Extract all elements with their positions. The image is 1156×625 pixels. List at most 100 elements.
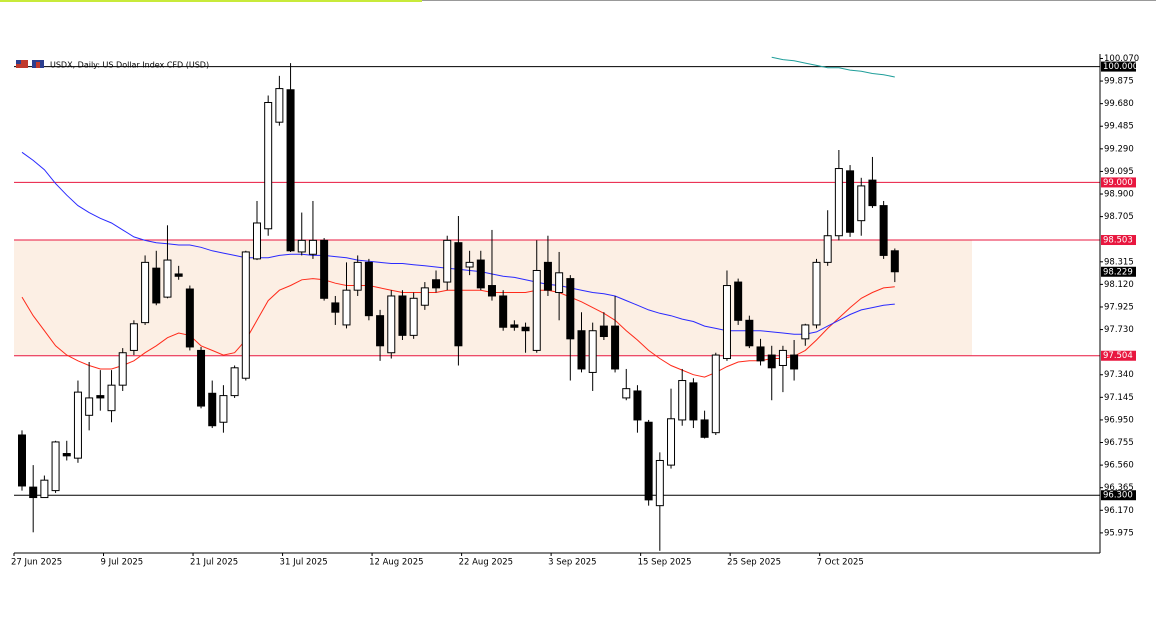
candle-body xyxy=(689,382,698,421)
y-tick-label: 99.290 xyxy=(1104,144,1134,154)
candle-body xyxy=(29,486,38,499)
candle-body xyxy=(499,295,508,328)
candle-body xyxy=(532,269,541,351)
y-tick-label: 100.070 xyxy=(1104,54,1139,64)
y-tick-label: 98.705 xyxy=(1104,212,1134,222)
candle-body xyxy=(711,354,720,434)
y-tick-label: 98.120 xyxy=(1104,280,1134,290)
y-tick-label: 96.755 xyxy=(1104,438,1134,448)
y-tick-label: 98.315 xyxy=(1104,257,1134,267)
y-tick-label: 99.875 xyxy=(1104,77,1134,87)
candle-body xyxy=(264,101,273,230)
candle-body xyxy=(73,391,82,459)
candle-body xyxy=(812,261,821,326)
level-label-box xyxy=(1101,177,1136,188)
candle-body xyxy=(398,295,407,336)
y-tick-label: 97.145 xyxy=(1104,393,1134,403)
candle-body xyxy=(353,261,362,291)
x-tick-label: 7 Oct 2025 xyxy=(817,558,864,568)
y-tick-label: 96.560 xyxy=(1104,461,1134,471)
symbol-icon xyxy=(16,60,44,68)
candle-body xyxy=(778,349,787,366)
candle-body xyxy=(420,287,429,306)
y-tick-label: 99.485 xyxy=(1104,122,1134,132)
candle-body xyxy=(107,384,116,412)
candle-body xyxy=(700,419,709,438)
x-tick-label: 12 Aug 2025 xyxy=(369,558,423,568)
candle-body xyxy=(51,441,60,492)
price-label-box xyxy=(1101,266,1136,277)
candle-body xyxy=(118,352,127,386)
candle-body xyxy=(577,330,586,370)
x-tick-label: 25 Sep 2025 xyxy=(727,558,781,568)
candle-body xyxy=(230,367,239,397)
candle-body xyxy=(846,170,855,233)
level-label: 98.503 xyxy=(1103,236,1133,246)
x-tick-label: 21 Jul 2025 xyxy=(190,558,238,568)
chart-title: USDX, Daily: US Dollar Index CFD (USD) xyxy=(50,61,209,70)
y-tick-label: 97.340 xyxy=(1104,370,1134,380)
candle-body xyxy=(443,239,452,283)
candle-body xyxy=(734,281,743,321)
candle-body xyxy=(801,324,810,340)
candle-body xyxy=(197,349,206,407)
candle-body xyxy=(611,325,620,370)
candle-body xyxy=(241,251,250,379)
candle-body xyxy=(555,272,564,293)
candle-body xyxy=(510,324,519,328)
candle-body xyxy=(208,392,217,427)
candle-body xyxy=(432,279,441,289)
candle-body xyxy=(857,185,866,222)
zone xyxy=(14,240,972,356)
candle-body xyxy=(454,242,463,347)
x-tick-label: 15 Sep 2025 xyxy=(638,558,692,568)
candle-body xyxy=(62,453,71,457)
candle-body xyxy=(219,395,228,423)
plot-area xyxy=(14,56,1100,551)
candle-body xyxy=(823,235,832,263)
level-label: 100.000 xyxy=(1103,62,1138,72)
candle-body xyxy=(152,267,161,304)
candle-body xyxy=(622,388,631,399)
candle-body xyxy=(129,323,138,351)
candle-body xyxy=(599,325,608,338)
y-tick-label: 98.900 xyxy=(1104,190,1134,200)
candle-body xyxy=(174,273,183,277)
candle-body xyxy=(588,330,597,373)
x-tick-label: 9 Jul 2025 xyxy=(101,558,144,568)
candle-body xyxy=(376,315,385,347)
top-bar xyxy=(0,0,422,2)
candle-body xyxy=(364,261,373,317)
level-label-box xyxy=(1101,490,1136,501)
candle-body xyxy=(40,479,49,499)
candle-body xyxy=(633,390,642,421)
candle-body xyxy=(18,434,26,487)
candle-body xyxy=(476,259,485,289)
candle-body xyxy=(465,261,474,268)
candle-body xyxy=(409,297,418,336)
price-label: 98.229 xyxy=(1103,267,1133,277)
candle-body xyxy=(722,285,731,360)
top-rule xyxy=(422,0,1156,1)
candle-body xyxy=(275,88,284,123)
candle-body xyxy=(521,326,530,332)
x-tick-label: 22 Aug 2025 xyxy=(459,558,513,568)
candle-body xyxy=(644,421,653,501)
level-label: 99.000 xyxy=(1103,178,1133,188)
candle-body xyxy=(487,285,496,297)
candle-body xyxy=(96,395,105,399)
y-tick-label: 99.095 xyxy=(1104,167,1134,177)
candle-body xyxy=(543,261,552,291)
candle-body xyxy=(767,354,776,369)
candle-body xyxy=(342,289,351,326)
y-tick-label: 97.730 xyxy=(1104,325,1134,335)
candle-body xyxy=(387,295,396,354)
candle-body xyxy=(286,89,295,252)
candle-body xyxy=(320,239,329,299)
x-tick-label: 3 Sep 2025 xyxy=(548,558,596,568)
candle-body xyxy=(667,418,676,466)
y-tick-label: 97.925 xyxy=(1104,302,1134,312)
candle-body xyxy=(163,259,172,298)
